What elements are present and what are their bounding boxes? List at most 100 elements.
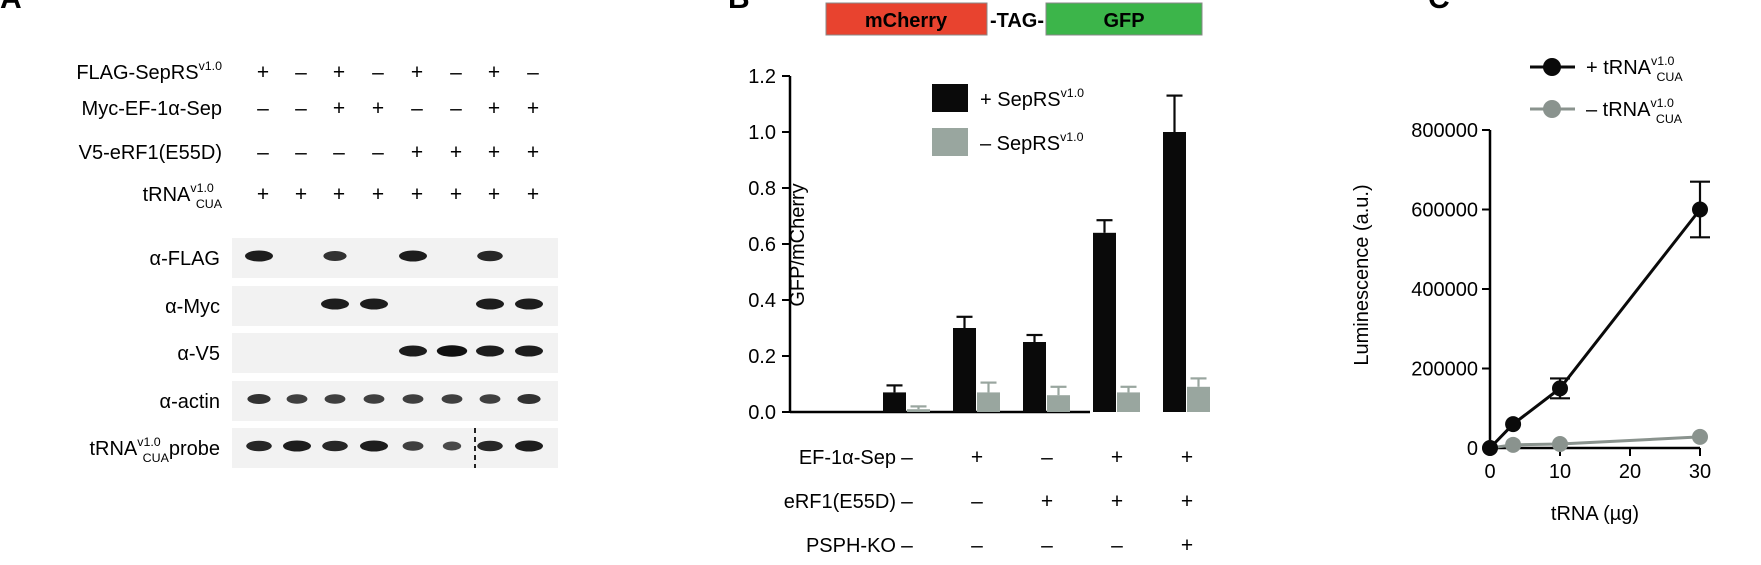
blot-band: [286, 394, 308, 404]
legend-label-sub: CUA: [1656, 70, 1683, 84]
y-tick-label: 0.6: [748, 234, 776, 256]
blot-label-sup: v1.0: [137, 435, 161, 449]
data-point: [1692, 201, 1708, 218]
condition-label-text: Myc-EF-1α-Sep: [82, 98, 222, 120]
condition-sign: –: [1111, 534, 1123, 557]
condition-sign: +: [411, 183, 423, 206]
condition-label: Myc-EF-1α-Sep: [82, 98, 222, 120]
condition-sign: +: [488, 61, 500, 84]
condition-sign: +: [411, 141, 423, 164]
legend-marker: [1543, 58, 1561, 76]
y-axis-label: GFP/mCherry: [787, 183, 809, 306]
condition-sign: –: [295, 61, 307, 84]
bar-chart: 0.0 0.2 0.4 0.6 0.8 1.0 1.2 GFP/mCherry: [748, 66, 1210, 424]
bar: [907, 409, 930, 412]
data-point: [1505, 436, 1522, 453]
data-point: [1482, 440, 1498, 456]
condition-sign: +: [1181, 534, 1193, 557]
blot-band: [360, 298, 388, 310]
x-axis-label: tRNA (µg): [1551, 503, 1639, 525]
legend-label-sup: v1.0: [1650, 96, 1674, 110]
condition-sign: +: [1111, 490, 1123, 513]
condition-sign: –: [295, 141, 307, 164]
condition-sign: +: [372, 183, 384, 206]
condition-sign: +: [488, 97, 500, 120]
y-tick-label: 0.0: [748, 402, 776, 424]
blot-strip: [232, 333, 558, 373]
blot-strip: [232, 286, 558, 326]
legend-label-sup: v1.0: [1651, 54, 1675, 68]
condition-sign: –: [1041, 446, 1053, 469]
condition-sign: +: [1181, 490, 1193, 513]
data-point: [1505, 416, 1522, 433]
condition-sign: +: [1041, 490, 1053, 513]
y-tick-label: 400000: [1411, 279, 1478, 301]
bar: [1047, 395, 1070, 412]
blot-band: [324, 394, 346, 404]
blot-band: [515, 298, 543, 310]
blot-band: [321, 298, 349, 310]
condition-sign: +: [257, 183, 269, 206]
condition-sign: –: [971, 490, 983, 513]
condition-sign: –: [901, 534, 913, 557]
tag-label: -TAG-: [990, 10, 1044, 32]
y-tick-label: 1.0: [748, 122, 776, 144]
bar: [1163, 132, 1186, 412]
condition-label-text: V5-eRF1(E55D): [79, 142, 222, 164]
bar: [1187, 386, 1210, 412]
blot-label-suffix: probe: [169, 438, 220, 460]
x-tick-label: 10: [1549, 461, 1571, 483]
blot-label-sub: CUA: [143, 451, 170, 465]
blot-label: α-Myc: [165, 296, 220, 318]
y-tick-label: 0.4: [748, 290, 776, 312]
blot-strip: [232, 428, 558, 468]
legend-label-text: + tRNA: [1586, 57, 1652, 79]
y-tick-label: 600000: [1411, 200, 1478, 222]
condition-sign: +: [257, 61, 269, 84]
blot-band: [441, 394, 463, 404]
condition-sign: +: [488, 183, 500, 206]
bar: [977, 392, 1000, 412]
condition-label: V5-eRF1(E55D): [79, 142, 222, 164]
panel-c: C 0 200000 400000 600000 800000 0 10 20 30 tRNA (…: [1351, 0, 1711, 525]
condition-sign: –: [901, 446, 913, 469]
legend-label-sup: v1.0: [1060, 130, 1084, 144]
blot-band: [402, 441, 424, 451]
condition-sign: +: [1181, 446, 1193, 469]
bar: [1117, 392, 1140, 412]
y-tick-label: 200000: [1411, 359, 1478, 381]
condition-sign: +: [411, 61, 423, 84]
legend-label: + tRNAv1.0 CUA: [1586, 54, 1683, 84]
legend-label: – SepRSv1.0: [980, 130, 1084, 155]
legend-label-sup: v1.0: [1061, 86, 1085, 100]
condition-sign: +: [372, 97, 384, 120]
blot-band: [515, 440, 543, 452]
panel-b-label: B: [728, 0, 750, 15]
condition-sign: –: [257, 97, 269, 120]
condition-label-text: tRNA: [143, 184, 191, 206]
blot-band: [442, 441, 462, 451]
legend-label-sub: CUA: [1656, 112, 1683, 126]
blot-band: [360, 440, 388, 452]
condition-sign: –: [333, 141, 345, 164]
blot-label-text: α-FLAG: [150, 248, 220, 270]
y-tick-label: 0.2: [748, 346, 776, 368]
condition-sign: +: [527, 141, 539, 164]
blot-band: [399, 250, 427, 262]
blot-label-text: α-Myc: [165, 296, 220, 318]
condition-sign: –: [450, 97, 462, 120]
panel-b-conditions: EF-1α-Sep – + – + +eRF1(E55D) – – + + +PSPH-KO – – – –…: [784, 446, 1193, 557]
condition-sign: +: [971, 446, 983, 469]
blot-strip: [232, 381, 558, 421]
bar: [1093, 232, 1116, 412]
legend-swatch: [932, 84, 968, 112]
line-chart: 0 200000 400000 600000 800000 0 10 20 30 tRNA (µg…: [1351, 120, 1711, 525]
legend-label-text: – tRNA: [1586, 99, 1651, 121]
y-axis-label: Luminescence (a.u.): [1351, 184, 1373, 365]
condition-label-sub: CUA: [196, 197, 223, 211]
condition-sign: –: [1041, 534, 1053, 557]
y-tick-label: 800000: [1411, 120, 1478, 142]
blot-label: α-actin: [160, 391, 220, 413]
blot-band: [245, 250, 273, 262]
condition-sign: +: [450, 141, 462, 164]
